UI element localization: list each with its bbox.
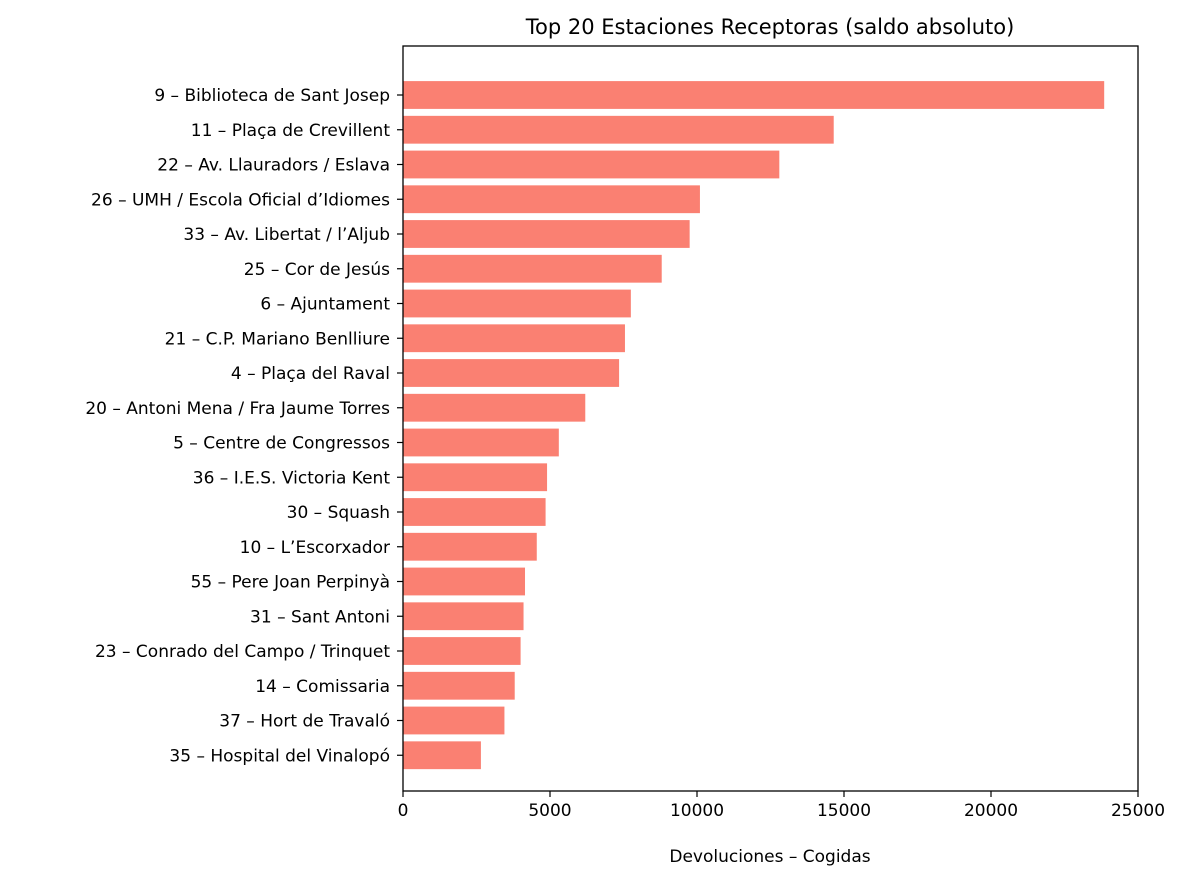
bar-33-av-libertat-l-aljub bbox=[403, 220, 690, 248]
y-tick-label: 25 – Cor de Jesús bbox=[244, 260, 390, 280]
chart-title: Top 20 Estaciones Receptoras (saldo abso… bbox=[525, 15, 1015, 39]
bar-31-sant-antoni bbox=[403, 602, 524, 631]
bar-9-biblioteca-de-sant-josep bbox=[403, 81, 1105, 109]
y-tick-label: 14 – Comissaria bbox=[255, 677, 390, 697]
bar-5-centre-de-congressos bbox=[403, 428, 559, 457]
y-tick-labels: 9 – Biblioteca de Sant Josep 11 – Plaça d… bbox=[85, 86, 403, 766]
y-tick-label: 20 – Antoni Mena / Fra Jaume Torres bbox=[85, 399, 390, 419]
bar-11-placa-de-crevillent bbox=[403, 115, 834, 144]
x-tick-label: 0 bbox=[398, 801, 409, 821]
bar-36-i-e-s-victoria-kent bbox=[403, 463, 548, 492]
y-tick-label: 30 – Squash bbox=[287, 503, 390, 523]
bar-25-cor-de-jesus bbox=[403, 254, 662, 283]
bar-23-conrado-del-campo-trinquet bbox=[403, 637, 521, 665]
y-tick-label: 33 – Av. Libertat / l’Aljub bbox=[183, 225, 390, 245]
y-tick-label: 22 – Av. Llauradors / Eslava bbox=[157, 156, 390, 176]
y-tick-label: 9 – Biblioteca de Sant Josep bbox=[154, 86, 390, 106]
x-axis: 0 5000 10000 15000 20000 25000 bbox=[398, 791, 1165, 821]
y-tick-label: 37 – Hort de Travaló bbox=[219, 712, 390, 732]
x-tick-label: 25000 bbox=[1111, 801, 1165, 821]
y-tick-label: 10 – L’Escorxador bbox=[240, 538, 390, 558]
y-tick-label: 21 – C.P. Mariano Benlliure bbox=[165, 329, 390, 349]
y-tick-label: 35 – Hospital del Vinalopó bbox=[169, 746, 390, 766]
bars-layer bbox=[403, 81, 1105, 770]
bar-37-hort-de-travalo bbox=[403, 706, 505, 735]
bar-55-pere-joan-perpinya bbox=[403, 567, 526, 596]
bar-21-c-p-mariano-benlliure bbox=[403, 324, 625, 353]
x-tick-label: 5000 bbox=[528, 801, 571, 821]
x-tick-label: 10000 bbox=[670, 801, 724, 821]
bar-14-comissaria bbox=[403, 671, 515, 700]
bar-22-av-llauradors-eslava bbox=[403, 150, 780, 179]
bar-30-squash bbox=[403, 498, 546, 526]
bar-10-l-escorxador bbox=[403, 532, 537, 561]
y-tick-label: 31 – Sant Antoni bbox=[250, 607, 390, 627]
y-tick-label: 23 – Conrado del Campo / Trinquet bbox=[95, 642, 390, 662]
plot-frame bbox=[402, 45, 1139, 792]
x-tick-label: 20000 bbox=[964, 801, 1018, 821]
bar-4-placa-del-raval bbox=[403, 359, 620, 387]
y-tick-label: 36 – I.E.S. Victoria Kent bbox=[193, 468, 391, 488]
bar-35-hospital-del-vinalopo bbox=[403, 741, 481, 770]
y-tick-label: 55 – Pere Joan Perpinyà bbox=[191, 573, 390, 593]
bar-26-umh-escola-oficial-d-idiomes bbox=[403, 185, 700, 214]
y-tick-label: 6 – Ajuntament bbox=[260, 295, 390, 315]
bar-20-antoni-mena-fra-jaume-torres bbox=[403, 393, 586, 422]
y-tick-label: 26 – UMH / Escola Oficial d’Idiomes bbox=[91, 190, 390, 210]
y-tick-label: 4 – Plaça del Raval bbox=[231, 364, 390, 384]
bar-6-ajuntament bbox=[403, 289, 631, 318]
y-tick-label: 5 – Centre de Congressos bbox=[173, 434, 390, 454]
x-tick-label: 15000 bbox=[817, 801, 871, 821]
y-tick-label: 11 – Plaça de Crevillent bbox=[191, 121, 391, 141]
x-axis-label: Devoluciones – Cogidas bbox=[669, 847, 870, 867]
